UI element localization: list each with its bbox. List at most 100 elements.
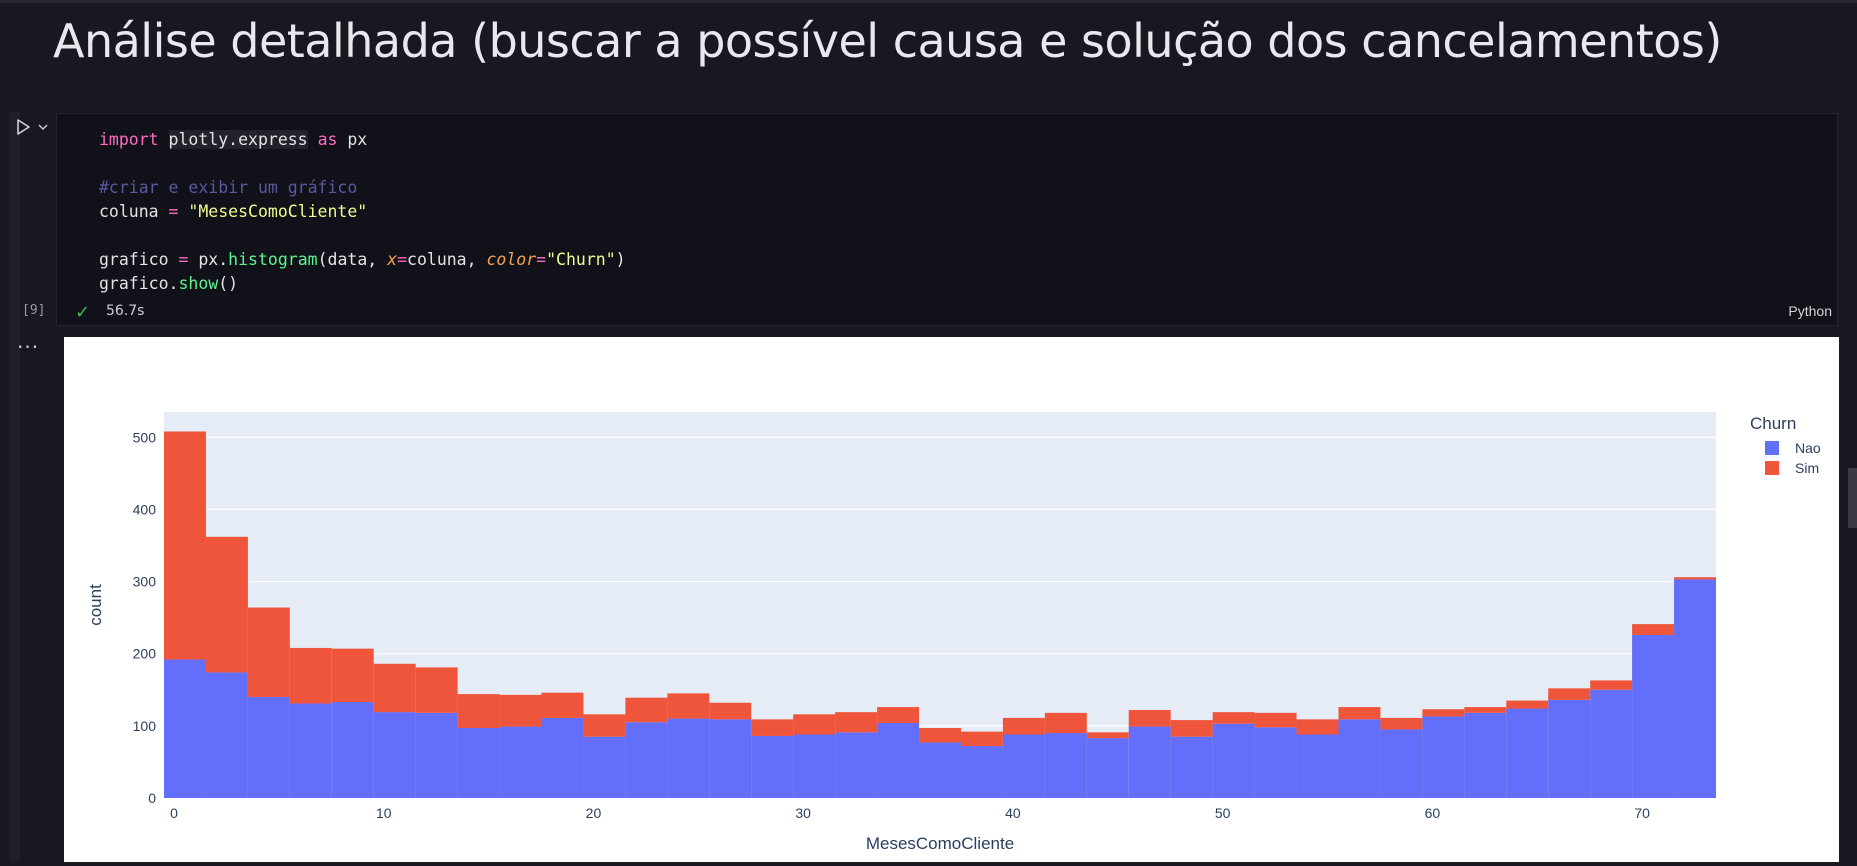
x-tick-label: 50 [1215, 805, 1231, 821]
histogram-bar-nao[interactable] [457, 728, 500, 798]
code-cell[interactable]: import plotly.express as px #criar e exi… [56, 113, 1838, 326]
histogram-bar-nao[interactable] [1506, 708, 1549, 798]
histogram-bar-sim[interactable] [1632, 624, 1675, 635]
histogram-bar-sim[interactable] [919, 728, 961, 743]
histogram-bar-nao[interactable] [583, 736, 626, 798]
histogram-bar-nao[interactable] [667, 718, 710, 798]
histogram-bar-sim[interactable] [1548, 688, 1591, 700]
histogram-bar-sim[interactable] [877, 707, 920, 723]
histogram-bar-nao[interactable] [1170, 736, 1213, 798]
histogram-bar-sim[interactable] [1212, 712, 1255, 724]
histogram-bar-sim[interactable] [835, 712, 878, 733]
x-tick-label: 10 [376, 805, 392, 821]
histogram-bar-sim[interactable] [289, 647, 332, 704]
code-token: px [198, 250, 219, 269]
histogram-bar-nao[interactable] [541, 717, 584, 798]
x-tick-label: 20 [586, 805, 602, 821]
histogram-bar-sim[interactable] [1380, 717, 1423, 730]
histogram-bar-nao[interactable] [1548, 699, 1591, 798]
histogram-bar-nao[interactable] [709, 719, 752, 798]
histogram-bar-nao[interactable] [331, 702, 374, 798]
histogram-bar-nao[interactable] [1590, 689, 1633, 798]
run-cell-button[interactable] [14, 117, 48, 137]
histogram-bar-sim[interactable] [1254, 712, 1297, 728]
legend-swatch[interactable] [1765, 441, 1779, 455]
legend: Churn Nao Sim [1750, 414, 1821, 476]
histogram-bar-nao[interactable] [1296, 734, 1339, 798]
histogram-bar-nao[interactable] [625, 722, 668, 798]
code-function: histogram [228, 250, 318, 269]
histogram-bar-sim[interactable] [415, 667, 458, 713]
chevron-down-icon [38, 124, 48, 130]
histogram-bar-nao[interactable] [1338, 719, 1381, 798]
page-title: Análise detalhada (buscar a possível cau… [53, 14, 1722, 68]
histogram-bar-sim[interactable] [205, 536, 248, 673]
language-selector[interactable]: Python [1788, 303, 1832, 319]
histogram-bar-nao[interactable] [919, 742, 961, 798]
code-editor[interactable]: import plotly.express as px #criar e exi… [99, 130, 626, 293]
histogram-bar-sim[interactable] [625, 697, 668, 723]
histogram-bar-sim[interactable] [751, 719, 794, 736]
histogram-bar-sim[interactable] [1674, 577, 1716, 580]
histogram-bar-sim[interactable] [1464, 707, 1507, 713]
histogram-bar-sim[interactable] [1170, 720, 1213, 737]
histogram-bar-sim[interactable] [1506, 700, 1549, 709]
histogram-bar-sim[interactable] [164, 431, 206, 660]
code-string: "Churn" [546, 250, 616, 269]
histogram-bar-nao[interactable] [1422, 716, 1465, 798]
histogram-bar-sim[interactable] [583, 714, 626, 737]
legend-item-label[interactable]: Nao [1795, 440, 1821, 456]
histogram-bar-sim[interactable] [1002, 717, 1045, 735]
histogram-bar-sim[interactable] [960, 731, 1003, 747]
histogram-bar-sim[interactable] [1044, 712, 1087, 734]
histogram-bar-sim[interactable] [793, 714, 836, 735]
x-tick-label: 40 [1005, 805, 1021, 821]
y-axis: 0 100 200 300 400 500 [133, 429, 157, 806]
histogram-bar-nao[interactable] [1632, 634, 1675, 798]
code-string: "MesesComoCliente" [188, 202, 368, 221]
histogram-bar-sim[interactable] [331, 648, 374, 703]
histogram-bar-nao[interactable] [1380, 729, 1423, 798]
histogram-bar-nao[interactable] [415, 712, 458, 798]
histogram-bar-nao[interactable] [499, 726, 542, 798]
histogram-bar-nao[interactable] [1212, 723, 1255, 798]
histogram-bar-sim[interactable] [1086, 732, 1129, 739]
histogram-bar-sim[interactable] [709, 702, 752, 720]
legend-item-label[interactable]: Sim [1795, 460, 1819, 476]
histogram-bar-nao[interactable] [1002, 734, 1045, 798]
more-actions-icon[interactable]: ··· [17, 335, 40, 359]
histogram-bar-nao[interactable] [247, 696, 290, 798]
histogram-bar-nao[interactable] [751, 735, 794, 798]
legend-swatch[interactable] [1765, 461, 1779, 475]
histogram-bar-nao[interactable] [960, 746, 1003, 798]
histogram-bar-sim[interactable] [1296, 719, 1339, 735]
histogram-bar-nao[interactable] [793, 734, 836, 798]
histogram-bar-sim[interactable] [1128, 709, 1171, 727]
histogram-bar-nao[interactable] [1674, 579, 1716, 798]
histogram-bar-nao[interactable] [373, 712, 416, 798]
histogram-bar-sim[interactable] [1590, 680, 1633, 690]
histogram-bar-nao[interactable] [164, 659, 206, 798]
histogram-bar-sim[interactable] [541, 692, 584, 718]
histogram-bar-nao[interactable] [1128, 726, 1171, 798]
histogram-bar-nao[interactable] [205, 672, 248, 798]
histogram-chart[interactable]: 0 100 200 300 400 500 0 10 20 30 40 50 60 70 MesesCo… [64, 337, 1839, 862]
histogram-bar-nao[interactable] [1044, 733, 1087, 798]
histogram-bar-nao[interactable] [1254, 727, 1297, 798]
histogram-bar-sim[interactable] [499, 694, 542, 727]
histogram-bar-sim[interactable] [373, 663, 416, 713]
histogram-bar-nao[interactable] [877, 722, 920, 798]
histogram-bar-nao[interactable] [289, 703, 332, 798]
histogram-bar-nao[interactable] [1464, 712, 1507, 798]
histogram-bar-sim[interactable] [457, 694, 500, 729]
code-token: as [317, 130, 338, 149]
y-axis-label: count [86, 584, 105, 626]
scrollbar-thumb[interactable] [1848, 468, 1857, 528]
histogram-bar-nao[interactable] [1086, 738, 1129, 798]
histogram-bar-nao[interactable] [835, 732, 878, 798]
histogram-bar-sim[interactable] [247, 607, 290, 697]
histogram-bar-sim[interactable] [1422, 709, 1465, 717]
histogram-bar-sim[interactable] [1338, 707, 1381, 720]
histogram-bar-sim[interactable] [667, 693, 710, 719]
play-icon [17, 119, 48, 135]
